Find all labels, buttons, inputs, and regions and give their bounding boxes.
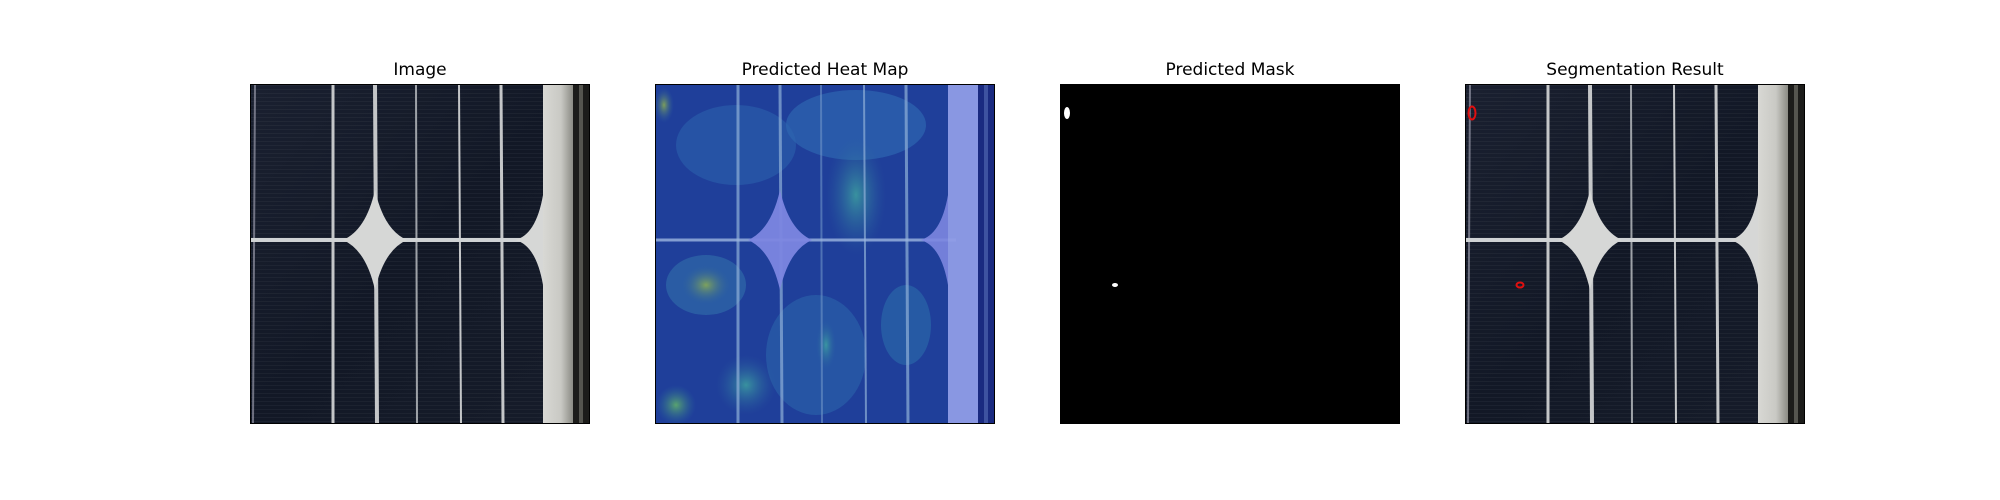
panel-title: Image [393, 60, 447, 80]
solar-cell-image [250, 84, 590, 424]
heat-map-overlay [655, 84, 995, 424]
binary-mask [1060, 84, 1400, 424]
panel-title: Predicted Heat Map [741, 60, 909, 80]
panel-title: Predicted Mask [1165, 60, 1295, 80]
panel-title: Segmentation Result [1546, 60, 1724, 80]
defect-contour [1467, 105, 1477, 121]
segmentation-overlay [1465, 84, 1805, 424]
defect-contour [1515, 281, 1525, 289]
